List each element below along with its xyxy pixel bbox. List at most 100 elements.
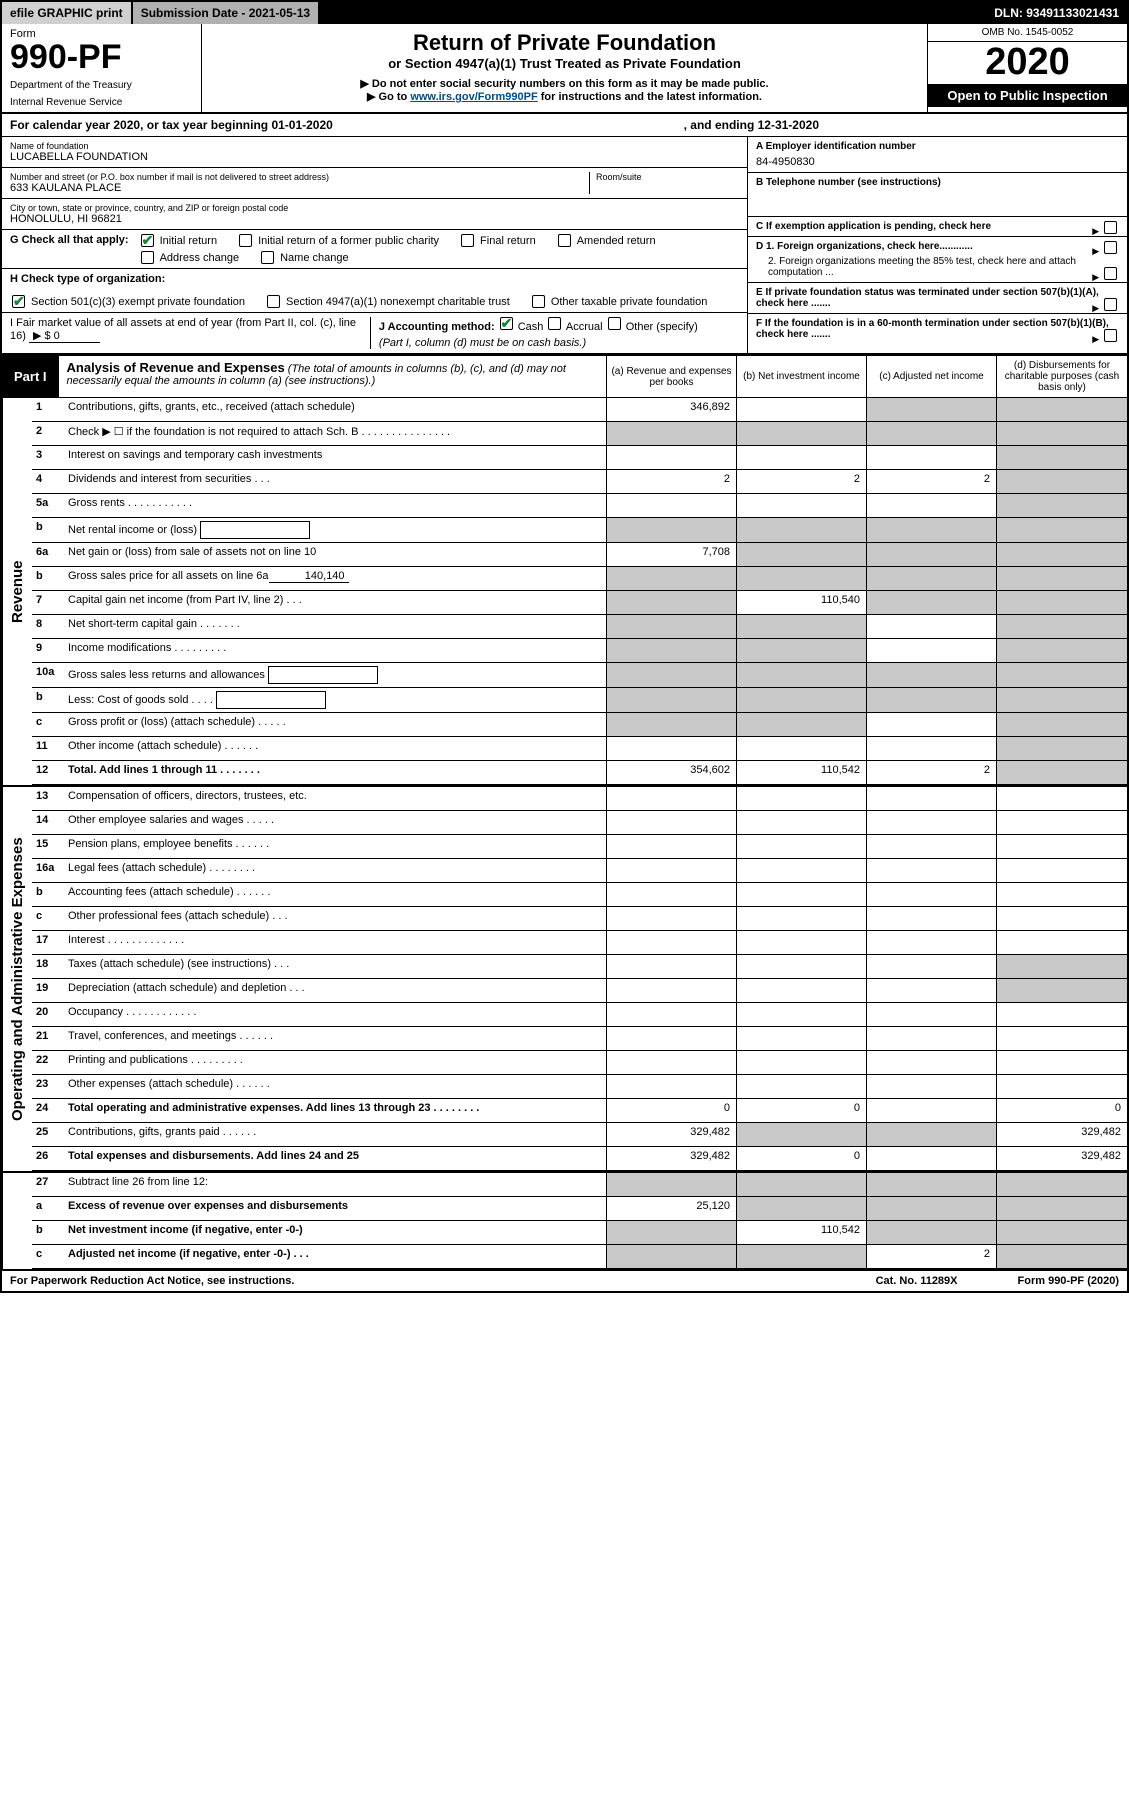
h-option-label: Section 4947(a)(1) nonexempt charitable … xyxy=(286,296,510,308)
cell-col-d xyxy=(997,787,1127,810)
form-container: efile GRAPHIC print Submission Date - 20… xyxy=(0,0,1129,1293)
summary-rows: 27Subtract line 26 from line 12:aExcess … xyxy=(32,1173,1127,1269)
dln: DLN: 93491133021431 xyxy=(986,2,1127,24)
table-row: 16aLegal fees (attach schedule) . . . . … xyxy=(32,859,1127,883)
table-row: 23Other expenses (attach schedule) . . .… xyxy=(32,1075,1127,1099)
table-row: 10aGross sales less returns and allowanc… xyxy=(32,663,1127,688)
table-row: 27Subtract line 26 from line 12: xyxy=(32,1173,1127,1197)
part1-tag: Part I xyxy=(2,356,59,397)
cell-col-c xyxy=(867,446,997,469)
h-checkbox[interactable] xyxy=(267,295,280,308)
expenses-section: Operating and Administrative Expenses 13… xyxy=(2,785,1127,1171)
g-checkbox[interactable] xyxy=(461,234,474,247)
cell-col-d xyxy=(997,835,1127,858)
phone-row: B Telephone number (see instructions) xyxy=(748,173,1127,217)
j-checkbox[interactable] xyxy=(548,317,561,330)
cell-col-c xyxy=(867,1075,997,1098)
a-value: 84-4950830 xyxy=(756,156,1119,168)
cell-col-c xyxy=(867,422,997,445)
input-box[interactable] xyxy=(216,691,326,709)
open-to-public: Open to Public Inspection xyxy=(928,84,1127,107)
addr-label: Number and street (or P.O. box number if… xyxy=(10,172,589,182)
d2-checkbox[interactable] xyxy=(1104,267,1117,280)
cell-col-d xyxy=(997,737,1127,760)
g-checkbox[interactable] xyxy=(558,234,571,247)
cell-col-b xyxy=(737,811,867,834)
cell-col-c xyxy=(867,1147,997,1170)
col-b-header: (b) Net investment income xyxy=(737,356,867,397)
entity-block: Name of foundation LUCABELLA FOUNDATION … xyxy=(2,137,1127,354)
row-description: Contributions, gifts, grants, etc., rece… xyxy=(64,398,607,421)
cell-col-b xyxy=(737,567,867,590)
part1-title-cell: Analysis of Revenue and Expenses (The to… xyxy=(59,356,607,397)
f-label: F If the foundation is in a 60-month ter… xyxy=(756,318,1109,340)
cell-col-d: 329,482 xyxy=(997,1147,1127,1170)
d2-label: 2. Foreign organizations meeting the 85%… xyxy=(768,256,1076,278)
form-note-link: ▶ Go to www.irs.gov/Form990PF for instru… xyxy=(208,90,921,103)
h-options: Section 501(c)(3) exempt private foundat… xyxy=(10,295,707,308)
cell-col-c xyxy=(867,907,997,930)
e-checkbox[interactable] xyxy=(1104,298,1117,311)
cell-col-c xyxy=(867,859,997,882)
cell-col-b: 110,540 xyxy=(737,591,867,614)
row-description: Excess of revenue over expenses and disb… xyxy=(64,1197,607,1220)
table-row: 14Other employee salaries and wages . . … xyxy=(32,811,1127,835)
row-number: 2 xyxy=(32,422,64,445)
row-description: Other employee salaries and wages . . . … xyxy=(64,811,607,834)
table-row: bGross sales price for all assets on lin… xyxy=(32,567,1127,591)
cell-col-a: 25,120 xyxy=(607,1197,737,1220)
input-box[interactable] xyxy=(200,521,310,539)
row-number: 21 xyxy=(32,1027,64,1050)
part1-title: Analysis of Revenue and Expenses xyxy=(67,360,285,375)
cell-col-a xyxy=(607,446,737,469)
g-checkbox[interactable] xyxy=(239,234,252,247)
b-label: B Telephone number (see instructions) xyxy=(756,177,1119,188)
h-checkbox[interactable] xyxy=(532,295,545,308)
arrow-icon xyxy=(1092,246,1099,257)
irs-link[interactable]: www.irs.gov/Form990PF xyxy=(410,91,537,103)
cell-col-a xyxy=(607,567,737,590)
row-description: Legal fees (attach schedule) . . . . . .… xyxy=(64,859,607,882)
g-option-label: Name change xyxy=(280,252,349,264)
h-checkbox[interactable] xyxy=(12,295,25,308)
table-row: 24Total operating and administrative exp… xyxy=(32,1099,1127,1123)
j-checkbox[interactable] xyxy=(608,317,621,330)
row-number: 11 xyxy=(32,737,64,760)
table-row: 5aGross rents . . . . . . . . . . . xyxy=(32,494,1127,518)
cell-col-a xyxy=(607,811,737,834)
arrow-icon xyxy=(1092,334,1099,345)
g-options: Initial returnInitial return of a former… xyxy=(139,234,739,264)
cell-col-a xyxy=(607,688,737,712)
form-note-ssn: ▶ Do not enter social security numbers o… xyxy=(208,77,921,90)
cell-col-c xyxy=(867,543,997,566)
entity-left: Name of foundation LUCABELLA FOUNDATION … xyxy=(2,137,747,353)
cell-col-b xyxy=(737,979,867,1002)
cell-col-a xyxy=(607,883,737,906)
cell-col-b xyxy=(737,518,867,542)
g-checkbox[interactable] xyxy=(141,234,154,247)
row-number: 9 xyxy=(32,639,64,662)
g-option: Amended return xyxy=(556,234,656,247)
cell-col-a xyxy=(607,422,737,445)
g-checkbox[interactable] xyxy=(261,251,274,264)
cell-col-a xyxy=(607,615,737,638)
cell-col-b: 2 xyxy=(737,470,867,493)
input-box[interactable] xyxy=(268,666,378,684)
cell-col-a xyxy=(607,955,737,978)
row-description: Income modifications . . . . . . . . . xyxy=(64,639,607,662)
f-checkbox[interactable] xyxy=(1104,329,1117,342)
cell-col-d xyxy=(997,639,1127,662)
cell-col-b xyxy=(737,615,867,638)
j-checkbox[interactable] xyxy=(500,317,513,330)
form-title: Return of Private Foundation xyxy=(208,30,921,56)
cell-col-b xyxy=(737,883,867,906)
dept-irs: Internal Revenue Service xyxy=(10,97,193,108)
c-checkbox[interactable] xyxy=(1104,221,1117,234)
a-label: A Employer identification number xyxy=(756,141,1119,152)
d1-checkbox[interactable] xyxy=(1104,241,1117,254)
row-description: Total operating and administrative expen… xyxy=(64,1099,607,1122)
cell-col-b xyxy=(737,1245,867,1268)
g-checkbox[interactable] xyxy=(141,251,154,264)
cell-col-d xyxy=(997,955,1127,978)
paperwork-notice: For Paperwork Reduction Act Notice, see … xyxy=(10,1275,876,1287)
